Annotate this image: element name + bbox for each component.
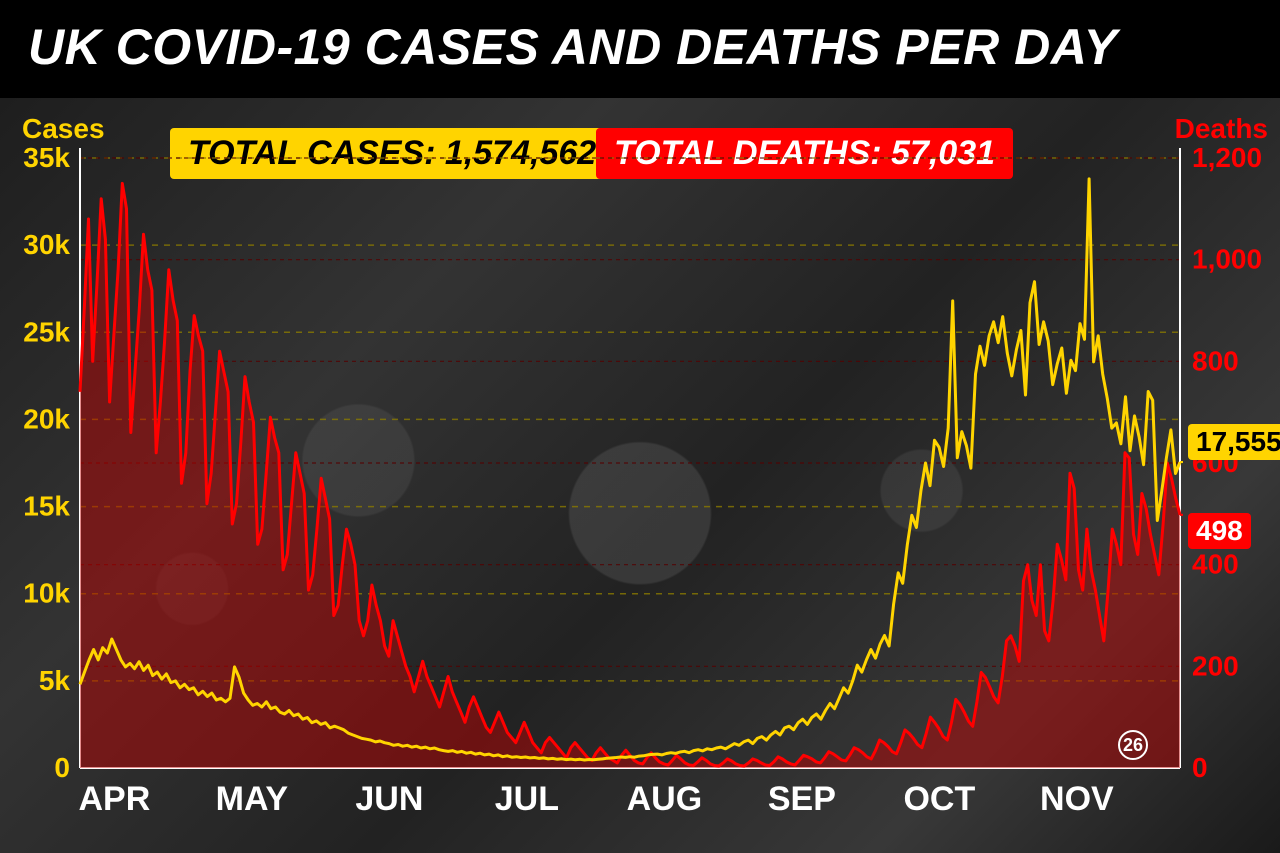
chart-svg: 05k10k15k20k25k30k35k02004006008001,0001… — [0, 98, 1280, 853]
svg-text:20k: 20k — [23, 403, 70, 434]
svg-text:0: 0 — [54, 752, 70, 783]
svg-text:SEP: SEP — [768, 780, 836, 818]
svg-text:1,000: 1,000 — [1192, 244, 1262, 275]
svg-text:10k: 10k — [23, 578, 70, 609]
svg-text:JUL: JUL — [495, 780, 559, 818]
svg-text:800: 800 — [1192, 345, 1239, 376]
svg-text:AUG: AUG — [627, 780, 703, 818]
svg-text:NOV: NOV — [1040, 780, 1114, 818]
day-marker: 26 — [1118, 730, 1148, 760]
svg-text:JUN: JUN — [355, 780, 423, 818]
end-label-cases: 17,555 — [1188, 424, 1280, 460]
svg-text:35k: 35k — [23, 142, 70, 173]
svg-text:200: 200 — [1192, 650, 1239, 681]
svg-text:0: 0 — [1192, 752, 1208, 783]
svg-text:30k: 30k — [23, 229, 70, 260]
svg-text:APR: APR — [78, 780, 150, 818]
title-bar: UK COVID-19 CASES AND DEATHS PER DAY — [0, 0, 1280, 88]
svg-text:5k: 5k — [39, 665, 71, 696]
svg-text:25k: 25k — [23, 316, 70, 347]
svg-text:15k: 15k — [23, 491, 70, 522]
end-label-deaths: 498 — [1188, 513, 1251, 549]
svg-text:OCT: OCT — [903, 780, 975, 818]
svg-text:400: 400 — [1192, 549, 1239, 580]
svg-text:1,200: 1,200 — [1192, 142, 1262, 173]
chart-area: Cases Deaths TOTAL CASES: 1,574,562 TOTA… — [0, 98, 1280, 853]
svg-text:MAY: MAY — [216, 780, 289, 818]
page-title: UK COVID-19 CASES AND DEATHS PER DAY — [28, 18, 1280, 76]
